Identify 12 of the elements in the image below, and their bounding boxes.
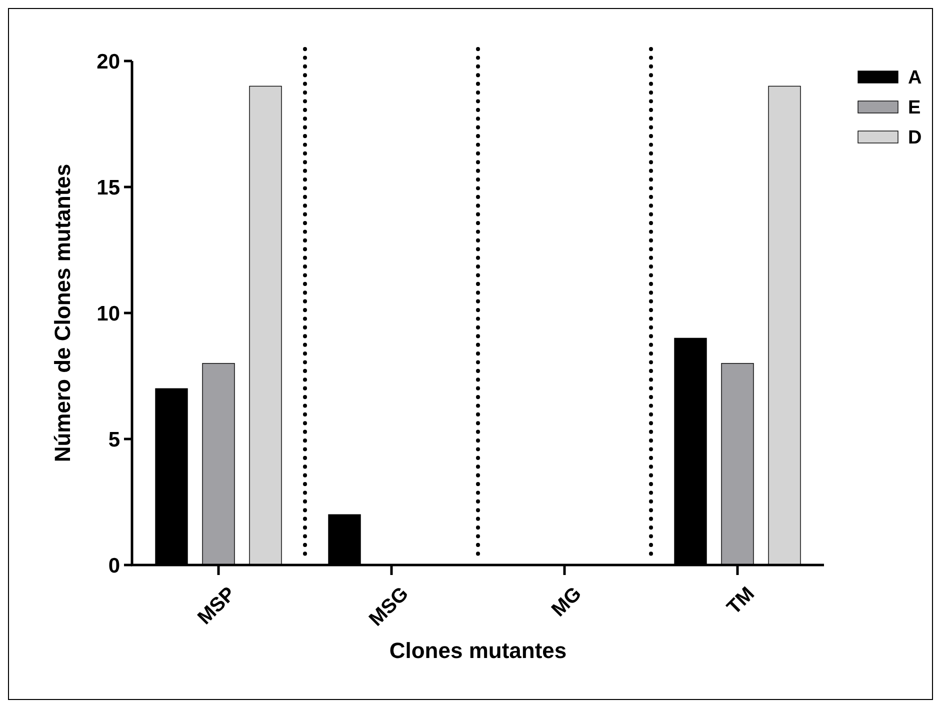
y-tick-label: 10: [96, 302, 120, 326]
x-tick-label: TM: [722, 582, 759, 619]
y-tick-label: 0: [108, 554, 120, 578]
x-tick-label: MG: [548, 582, 586, 622]
legend-label: D: [908, 128, 922, 149]
legend-label: E: [908, 98, 921, 119]
y-axis-title: Número de Clones mutantes: [50, 164, 75, 462]
y-tick-label: 15: [96, 176, 120, 200]
y-tick-label: 20: [96, 50, 120, 74]
x-axis-title: Clones mutantes: [389, 638, 567, 663]
legend-label: A: [908, 68, 922, 89]
y-tick-label: 5: [108, 428, 120, 452]
